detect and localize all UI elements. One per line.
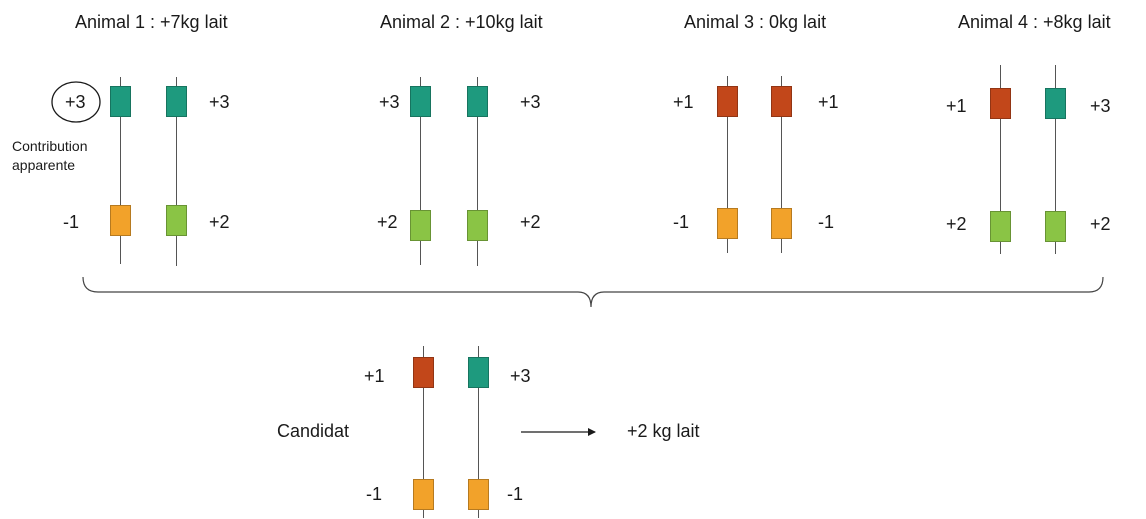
grouping-brace xyxy=(82,276,1104,308)
animal-1-title: Animal 1 : +7kg lait xyxy=(75,12,228,32)
contribution-circle xyxy=(51,81,101,123)
animal-2-allele-top-right xyxy=(467,86,488,117)
candidate-allele-bottom-left xyxy=(413,479,434,510)
animal-1-value-top-right: +3 xyxy=(209,92,230,112)
contribution-caption-line-2: apparente xyxy=(12,157,76,173)
animal-3-allele-bottom-left xyxy=(717,208,738,239)
candidate-value-bottom-left: -1 xyxy=(366,484,383,504)
candidate-chromosome-left xyxy=(423,346,424,518)
candidate-chromosome-right xyxy=(478,346,479,518)
animal-1-allele-bottom-right xyxy=(166,205,187,236)
animal-4-allele-bottom-right xyxy=(1045,211,1066,242)
candidate-result: +2 kg lait xyxy=(627,421,700,441)
animal-3-chromosome-right xyxy=(781,76,782,253)
candidate-allele-bottom-right xyxy=(468,479,489,510)
animal-4-allele-bottom-left xyxy=(990,211,1011,242)
animal-1-allele-top-right xyxy=(166,86,187,117)
contribution-caption-line-1: Contribution xyxy=(12,138,88,154)
animal-3-title: Animal 3 : 0kg lait xyxy=(684,12,827,32)
animal-2-value-top-right: +3 xyxy=(520,92,541,112)
animal-1-value-top-left: +3 xyxy=(65,92,86,112)
animal-1-allele-top-left xyxy=(110,86,131,117)
animal-1-value-bottom-left: -1 xyxy=(63,212,80,232)
animal-2-allele-bottom-left xyxy=(410,210,431,241)
animal-2-chromosome-left xyxy=(420,77,421,265)
candidate-allele-top-left xyxy=(413,357,434,388)
animal-4-value-top-right: +3 xyxy=(1090,96,1111,116)
animal-3-value-bottom-right: -1 xyxy=(818,212,835,232)
candidate-value-bottom-right: -1 xyxy=(507,484,524,504)
animal-3-value-top-left: +1 xyxy=(673,92,694,112)
animal-4-allele-top-right xyxy=(1045,88,1066,119)
animal-1-chromosome-right xyxy=(176,77,177,266)
animal-2-allele-bottom-right xyxy=(467,210,488,241)
animal-4-chromosome-left xyxy=(1000,65,1001,254)
animal-3-allele-top-left xyxy=(717,86,738,117)
animal-4-value-top-left: +1 xyxy=(946,96,967,116)
animal-3-allele-top-right xyxy=(771,86,792,117)
candidate-value-top-right: +3 xyxy=(510,366,531,386)
animal-4-value-bottom-left: +2 xyxy=(946,214,967,234)
animal-3-value-top-right: +1 xyxy=(818,92,839,112)
animal-2-allele-top-left xyxy=(410,86,431,117)
animal-4-chromosome-right xyxy=(1055,65,1056,254)
animal-2-chromosome-right xyxy=(477,77,478,266)
candidate-label: Candidat xyxy=(277,421,350,441)
animal-3-chromosome-left xyxy=(727,76,728,253)
animal-2-value-bottom-right: +2 xyxy=(520,212,541,232)
animal-2-title: Animal 2 : +10kg lait xyxy=(380,12,543,32)
animal-3-value-bottom-left: -1 xyxy=(673,212,690,232)
animal-4-allele-top-left xyxy=(990,88,1011,119)
animal-1-chromosome-left xyxy=(120,77,121,264)
animal-4-title: Animal 4 : +8kg lait xyxy=(958,12,1111,32)
animal-2-value-bottom-left: +2 xyxy=(377,212,398,232)
animal-1-value-bottom-right: +2 xyxy=(209,212,230,232)
animal-4-value-bottom-right: +2 xyxy=(1090,214,1111,234)
candidate-allele-top-right xyxy=(468,357,489,388)
candidate-value-top-left: +1 xyxy=(364,366,385,386)
animal-2-value-top-left: +3 xyxy=(379,92,400,112)
animal-3-allele-bottom-right xyxy=(771,208,792,239)
animal-1-allele-bottom-left xyxy=(110,205,131,236)
